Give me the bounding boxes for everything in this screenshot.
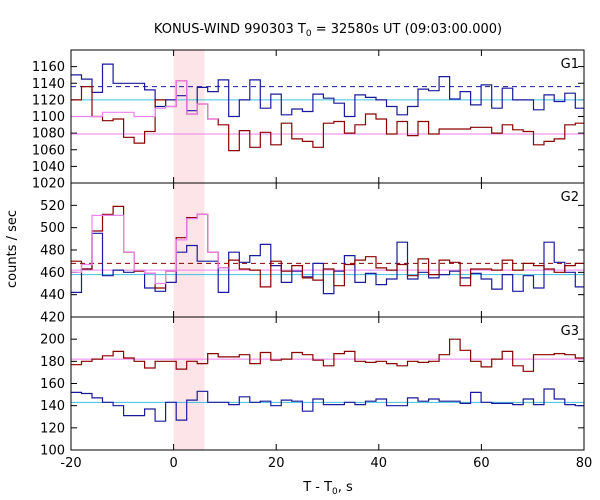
y-tick-label: 1160 — [32, 60, 65, 75]
y-tick-label: 1100 — [32, 110, 65, 125]
panel-data — [71, 338, 584, 422]
y-tick-label: 100 — [40, 444, 65, 459]
y-tick-label: 520 — [40, 199, 65, 214]
panel-data — [71, 205, 584, 295]
series-line — [71, 232, 584, 295]
y-tick-label: 420 — [40, 311, 65, 326]
x-tick-label: 20 — [268, 456, 285, 471]
y-tick-label: 480 — [40, 244, 65, 259]
y-tick-label: 1120 — [32, 93, 65, 108]
panel-frame — [70, 316, 585, 451]
y-tick-label: 1040 — [32, 160, 65, 175]
x-tick-label: 0 — [169, 456, 177, 471]
y-tick-label: 180 — [40, 355, 65, 370]
panel-label: G1 — [561, 57, 579, 72]
y-tick-label: 460 — [40, 266, 65, 281]
y-tick-label: 140 — [40, 399, 65, 414]
y-axis-title: counts / sec — [5, 210, 20, 288]
y-tick-label: 440 — [40, 288, 65, 303]
y-tick-label: 200 — [40, 333, 65, 348]
series-line — [71, 80, 219, 120]
panel-g2: 420 440 460 480 500 520 G2 — [40, 182, 585, 326]
panel-g3: 100 120 140 160 180 200 G3 — [40, 316, 585, 459]
series-line — [71, 80, 584, 152]
y-tick-label: 1140 — [32, 77, 65, 92]
y-tick-label: 120 — [40, 421, 65, 436]
x-axis-title: T - T0, s — [302, 480, 353, 497]
series-line — [71, 338, 584, 372]
y-tick-label: 160 — [40, 377, 65, 392]
series-line — [71, 213, 229, 285]
y-tick-label: 1080 — [32, 127, 65, 142]
chart-title: KONUS-WIND 990303 T0 = 32580s UT (09:03:… — [154, 22, 502, 39]
x-tick-label: -20 — [60, 456, 81, 471]
x-tick-label: 60 — [473, 456, 490, 471]
x-tick-label: 80 — [576, 456, 593, 471]
panel-label: G3 — [561, 324, 579, 339]
series-line — [71, 63, 584, 118]
x-tick-label: 40 — [371, 456, 388, 471]
y-tick-label: 500 — [40, 221, 65, 236]
series-line — [71, 205, 584, 289]
highlight-interval — [173, 50, 205, 450]
y-tick-label: 1020 — [32, 177, 65, 192]
series-line — [71, 388, 584, 422]
y-tick-label: 1060 — [32, 143, 65, 158]
panel-label: G2 — [561, 190, 579, 205]
panel-frame — [70, 182, 585, 318]
panel-data — [71, 63, 584, 152]
